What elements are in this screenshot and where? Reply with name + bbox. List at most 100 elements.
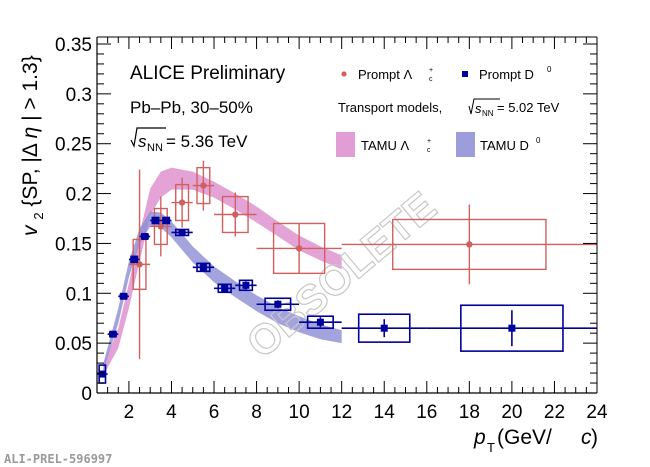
square-marker <box>316 318 324 326</box>
energy-value: = 5.36 TeV <box>166 132 248 151</box>
y-axis-title-sub: 2 <box>31 212 46 219</box>
y-tick-label: 0.15 <box>55 234 92 255</box>
sqrt-sign-icon <box>130 127 166 148</box>
square-marker <box>120 292 128 300</box>
data-point <box>160 216 172 225</box>
data-point <box>214 192 257 237</box>
x-tick-label: 14 <box>374 402 396 423</box>
data-series <box>97 160 597 384</box>
y-tick-label: 0.05 <box>55 334 92 355</box>
x-axis-title-sub: T <box>487 440 495 455</box>
circle-marker <box>157 223 165 230</box>
y-axis-title-close: | > 1.3} <box>19 55 42 121</box>
y-axis-title: v 2 {SP, |Δ η | > 1.3} <box>19 55 48 236</box>
square-marker <box>242 281 250 289</box>
y-tick-label: 0.2 <box>66 185 92 206</box>
y-tick-label: 0.1 <box>66 284 92 305</box>
x-tick-label: 20 <box>501 402 522 423</box>
x-tick-label: 8 <box>251 402 262 423</box>
legend-band-tamu-d0 <box>456 132 475 157</box>
y-tick-label: 0.25 <box>55 135 92 156</box>
svg-text:v 2 {SP, |Δ: v 2 {SP, |Δ η | > 1.3} <box>19 55 48 236</box>
legend: Prompt Λ + c Prompt D 0 Transport models… <box>336 65 560 157</box>
square-marker <box>98 370 106 378</box>
axes: 2 4 6 8 10 12 14 16 18 20 22 2400.050.10.150.20.250… <box>55 35 608 423</box>
model-energy-value: = 5.02 TeV <box>497 100 560 115</box>
data-point <box>214 283 236 294</box>
y-tick-label: 0.35 <box>55 35 92 56</box>
data-point <box>139 232 151 240</box>
square-marker <box>221 284 229 292</box>
square-marker <box>178 228 186 236</box>
x-tick-label: 16 <box>416 402 437 423</box>
data-point <box>341 204 597 285</box>
x-tick-label: 10 <box>289 402 310 423</box>
y-tick-label: 0.3 <box>66 85 92 106</box>
legend-marker-lambda-c <box>341 71 347 77</box>
legend-label-tamu-lambda-c-sub: c <box>427 147 431 154</box>
data-point <box>171 228 193 237</box>
energy-label: s NN = 5.36 TeV <box>130 127 248 154</box>
model-energy-s: s <box>475 101 482 116</box>
data-point <box>171 177 193 228</box>
x-tick-label: 18 <box>459 402 480 423</box>
square-marker <box>199 263 207 271</box>
x-axis-title: p T (GeV/ c ) <box>473 426 598 455</box>
data-point <box>107 330 119 338</box>
x-axis-title-p: p <box>473 426 486 449</box>
lambda-c-series <box>128 160 597 360</box>
system-label: Pb–Pb, 30–50% <box>130 98 253 117</box>
square-marker <box>130 255 138 263</box>
x-tick-label: 4 <box>166 402 177 423</box>
model-label: Transport models, <box>338 100 442 115</box>
legend-label-lambda-c: Prompt Λ <box>358 67 413 82</box>
data-point <box>299 315 342 329</box>
x-tick-label: 24 <box>586 402 608 423</box>
square-marker <box>380 324 388 332</box>
square-marker <box>109 330 117 338</box>
data-point <box>97 364 108 384</box>
data-point <box>128 169 151 360</box>
legend-label-tamu-lambda-c-sup: + <box>427 138 431 145</box>
legend-band-tamu-lambda-c <box>336 132 355 157</box>
legend-label-tamu-d0-sup: 0 <box>536 136 541 145</box>
square-marker <box>152 216 160 224</box>
square-marker <box>162 216 170 224</box>
legend-label-d0-sup: 0 <box>547 65 552 74</box>
x-axis-title-rest: (GeV/ <box>497 426 552 449</box>
x-tick-label: 6 <box>209 402 220 423</box>
data-point <box>256 297 300 312</box>
legend-label-d0: Prompt D <box>479 67 534 82</box>
x-tick-label: 2 <box>124 402 135 423</box>
legend-label-lambda-c-sub: c <box>429 76 433 83</box>
data-point <box>235 279 257 292</box>
figure-id: ALI-PREL-596997 <box>4 452 112 466</box>
data-point <box>341 313 427 343</box>
x-axis-title-c: c <box>581 426 592 449</box>
y-axis-title-eta: η <box>19 127 42 139</box>
data-point <box>128 255 140 264</box>
square-marker <box>508 324 516 332</box>
data-point <box>256 222 342 275</box>
square-marker <box>274 300 282 308</box>
d0-series <box>97 216 597 384</box>
x-axis-title-close: ) <box>591 426 598 449</box>
experiment-label: ALICE Preliminary <box>130 63 286 84</box>
legend-label-lambda-c-sup: + <box>429 67 433 74</box>
data-point <box>150 216 161 225</box>
data-point <box>118 292 129 300</box>
circle-marker <box>295 245 303 252</box>
legend-label-tamu-lambda-c: TAMU Λ <box>361 138 409 153</box>
model-energy-sub: NN <box>482 109 494 118</box>
y-axis-title-rest: {SP, |Δ <box>19 143 42 206</box>
circle-marker <box>178 199 186 206</box>
sqrt-sign-icon <box>468 98 500 115</box>
square-marker <box>141 232 149 240</box>
y-axis-title-v: v <box>19 224 42 236</box>
x-tick-label: 22 <box>544 402 565 423</box>
circle-marker <box>200 182 207 189</box>
data-point <box>192 262 215 273</box>
circle-marker <box>232 211 239 218</box>
data-point <box>426 304 597 352</box>
